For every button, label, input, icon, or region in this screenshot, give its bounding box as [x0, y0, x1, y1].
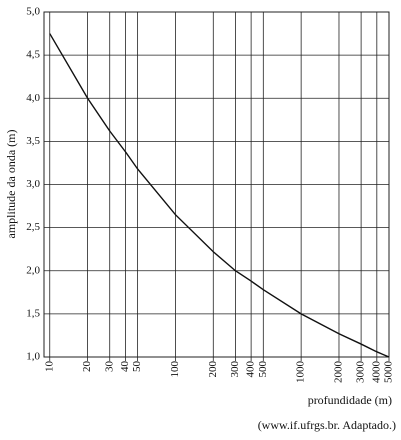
x-tick-label: 2000	[333, 361, 345, 384]
x-tick-label: 40	[119, 361, 131, 373]
y-tick-label: 3,5	[26, 135, 40, 147]
x-tick-label: 30	[103, 361, 115, 373]
x-axis-label: profundidade (m)	[308, 393, 392, 407]
x-tick-label: 5000	[383, 361, 395, 384]
x-tick-label: 50	[131, 361, 143, 373]
y-tick-label: 3,0	[26, 178, 40, 190]
y-tick-label: 1,0	[26, 351, 40, 363]
y-tick-label: 1,5	[26, 307, 40, 319]
x-tick-label: 300	[229, 361, 241, 378]
y-tick-label: 4,0	[26, 92, 40, 104]
y-tick-label: 5,0	[26, 6, 40, 18]
x-tick-label: 20	[81, 361, 93, 373]
y-tick-label: 2,0	[26, 264, 40, 276]
x-tick-label: 200	[207, 361, 219, 378]
source: (www.if.ufrgs.br. Adaptado.)	[258, 418, 396, 432]
x-tick-label: 4000	[370, 361, 382, 384]
x-tick-label: 100	[169, 361, 181, 378]
data-line	[49, 33, 390, 358]
y-tick-label: 2,5	[26, 221, 40, 233]
x-tick-label: 500	[257, 361, 269, 378]
y-tick-label: 4,5	[26, 49, 40, 61]
x-tick-label: 1000	[295, 361, 307, 384]
x-tick-label: 10	[43, 361, 55, 373]
x-tick-label: 400	[245, 361, 257, 378]
x-tick-label: 3000	[355, 361, 367, 384]
y-axis-label: amplitude da onda (m)	[4, 130, 18, 239]
